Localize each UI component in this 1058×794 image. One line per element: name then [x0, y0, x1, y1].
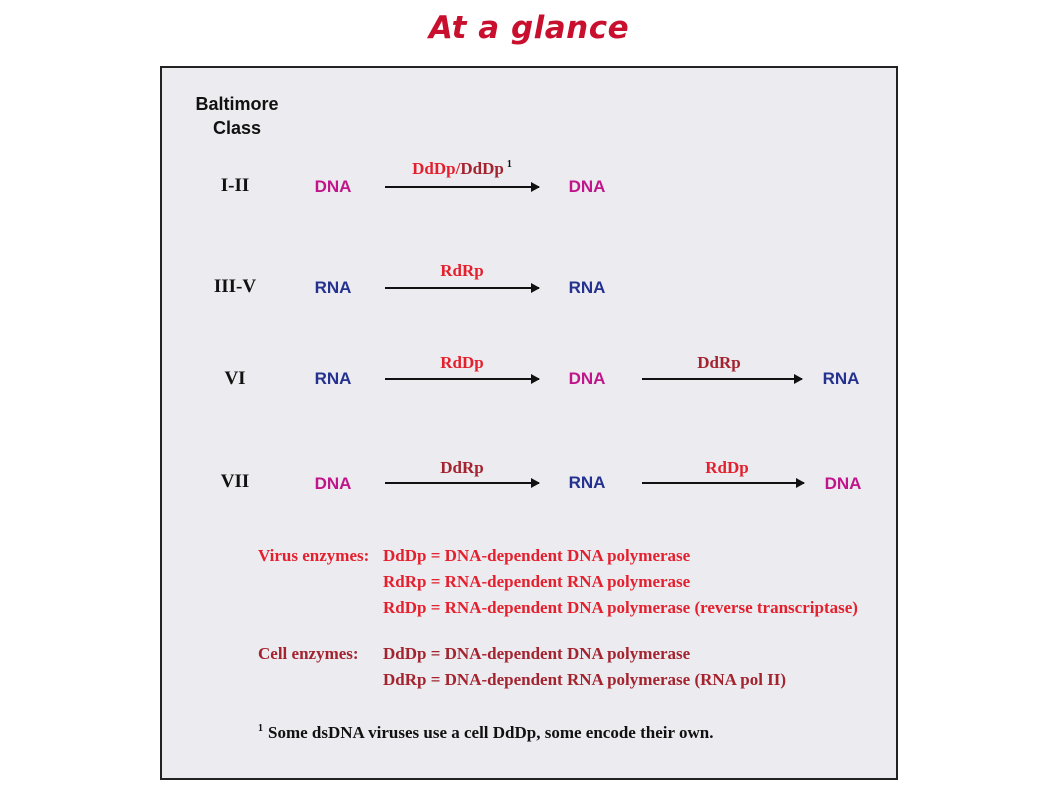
enzyme-separator: / — [455, 159, 461, 178]
product-molecule: RNA — [568, 278, 606, 297]
arrow — [385, 182, 540, 192]
legend-item: RdDp = RNA-dependent DNA polymerase (rev… — [383, 598, 858, 617]
footnote: 1 Some dsDNA viruses use a cell DdDp, som… — [258, 723, 713, 743]
footnote-text: Some dsDNA viruses use a cell DdDp, some… — [268, 723, 714, 742]
arrow — [385, 374, 540, 384]
enzyme-label: RdDp — [705, 458, 749, 477]
virus-enzymes-label: Virus enzymes: — [258, 546, 370, 565]
arrow — [642, 374, 803, 384]
intermediate-molecule: DNA — [568, 369, 606, 388]
source-molecule: DNA — [314, 474, 352, 493]
class-label: VI — [224, 368, 246, 389]
arrow — [385, 478, 540, 488]
cell-enzymes-label: Cell enzymes: — [258, 644, 359, 663]
class-label: VII — [220, 471, 250, 492]
arrow — [642, 478, 805, 488]
class-label: I-II — [220, 175, 250, 196]
legend-item: DdDp = DNA-dependent DNA polymerase — [383, 644, 691, 663]
class-label: III-V — [213, 276, 257, 297]
legend-item: DdRp = DNA-dependent RNA polymerase (RNA… — [383, 670, 787, 689]
intermediate-molecule: RNA — [568, 473, 606, 492]
legend-item: DdDp = DNA-dependent DNA polymerase — [383, 546, 691, 565]
header-line-1: Baltimore — [195, 94, 279, 114]
footnote-marker: 1 — [258, 723, 263, 735]
enzyme-label: RdDp — [440, 353, 484, 372]
legend-item: RdRp = RNA-dependent RNA polymerase — [383, 572, 691, 591]
baltimore-panel: Baltimore Class I-II DNA DdDp/DdDp 1 DNA … — [160, 66, 898, 780]
product-molecule: RNA — [822, 369, 860, 388]
footnote-marker: 1 — [506, 159, 512, 171]
enzyme-label: DdRp — [440, 458, 484, 477]
source-molecule: RNA — [314, 369, 352, 388]
product-molecule: DNA — [568, 177, 606, 196]
cell-enzyme: DdDp — [460, 159, 504, 178]
source-molecule: DNA — [314, 177, 352, 196]
enzyme-label: DdDp/DdDp 1 — [385, 159, 539, 179]
column-header: Baltimore Class — [192, 92, 282, 140]
enzyme-label: RdRp — [440, 261, 484, 280]
virus-enzyme: DdDp — [412, 159, 456, 178]
source-molecule: RNA — [314, 278, 352, 297]
arrow — [385, 283, 540, 293]
page-title: At a glance — [428, 10, 630, 46]
product-molecule: DNA — [824, 474, 862, 493]
header-line-2: Class — [212, 118, 262, 138]
enzyme-label: DdRp — [697, 353, 741, 372]
